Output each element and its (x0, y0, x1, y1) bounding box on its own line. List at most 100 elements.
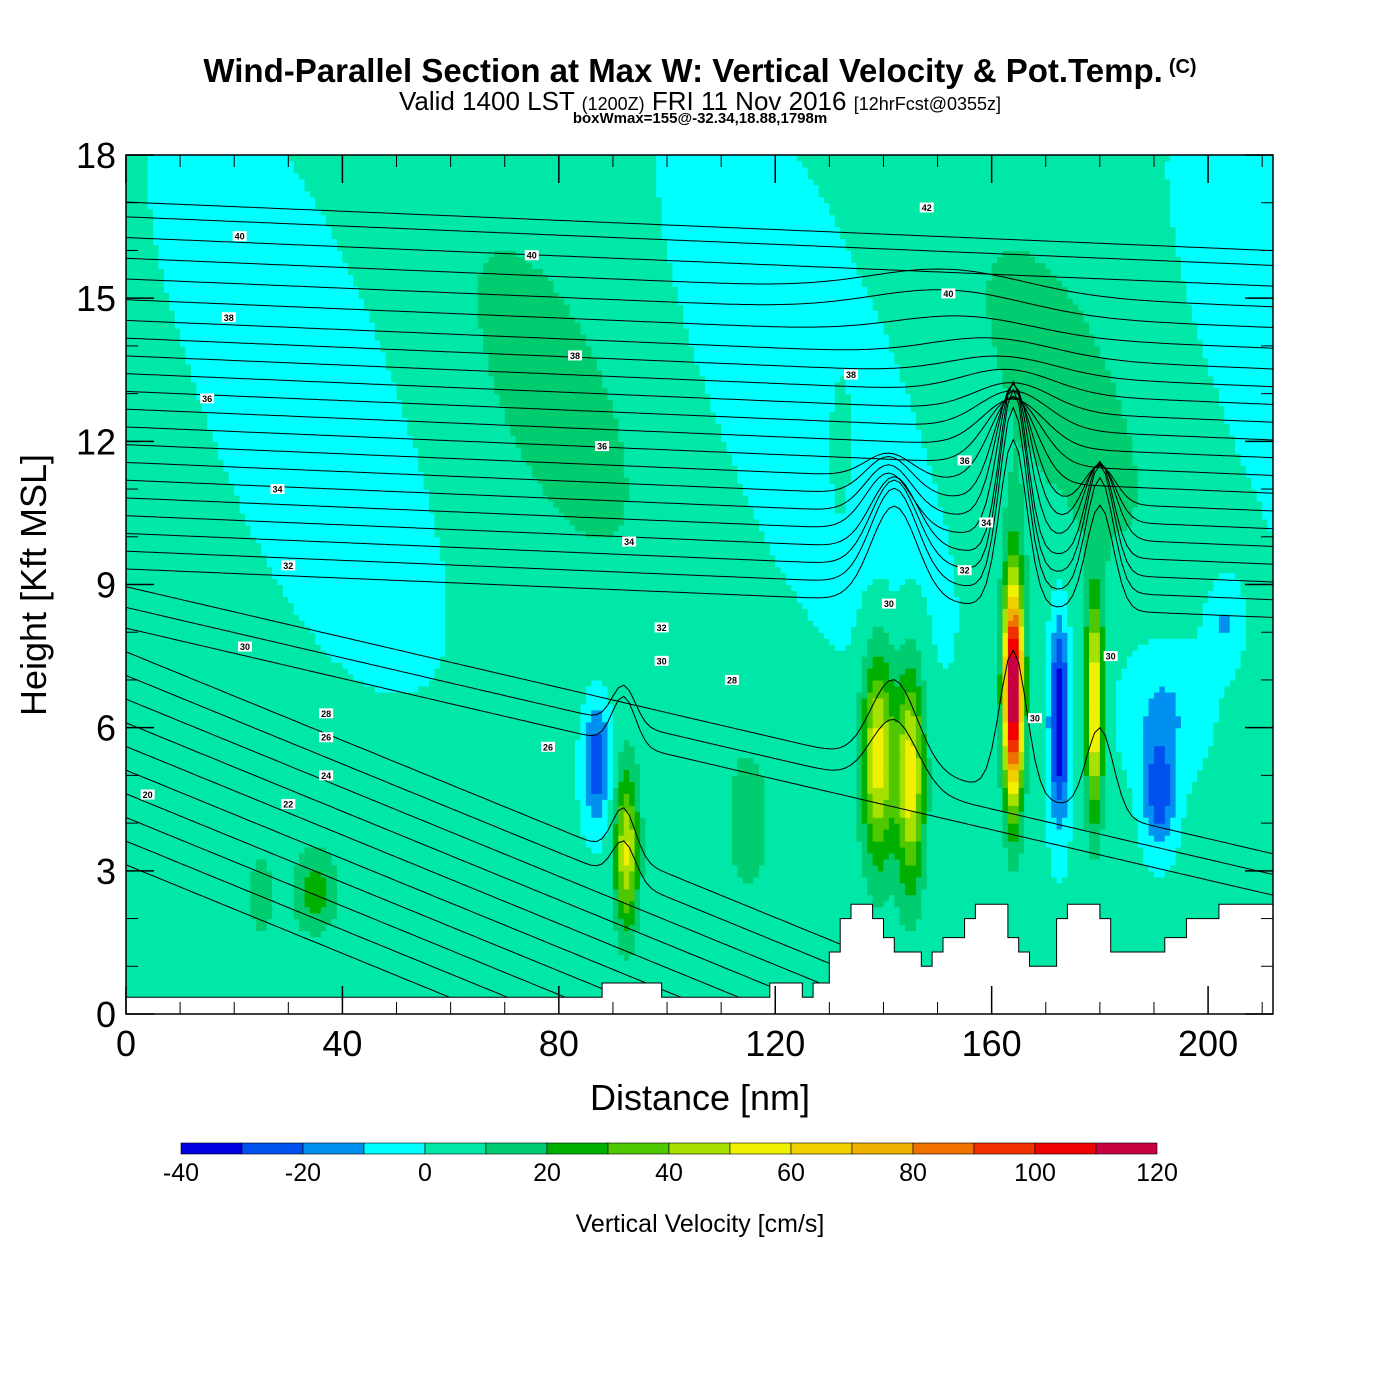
velocity-cell (461, 966, 467, 973)
velocity-cell (716, 978, 722, 985)
velocity-cell (802, 907, 808, 914)
velocity-cell (1122, 936, 1128, 943)
velocity-cell (148, 966, 154, 973)
velocity-cell (180, 930, 186, 937)
velocity-cell (683, 919, 689, 926)
velocity-cell (911, 942, 917, 949)
velocity-cell (240, 930, 246, 937)
velocity-cell (137, 895, 143, 902)
velocity-cell (526, 913, 532, 920)
velocity-cell (386, 960, 392, 967)
velocity-cell (943, 925, 949, 932)
velocity-cell (332, 871, 338, 878)
velocity-cell (802, 942, 808, 949)
velocity-cell (175, 936, 181, 943)
velocity-cell (759, 984, 765, 991)
velocity-cell (424, 948, 430, 955)
velocity-cell (683, 978, 689, 985)
velocity-cell (532, 966, 538, 973)
velocity-cell (802, 877, 808, 884)
velocity-cell (191, 960, 197, 967)
velocity-cell (1040, 948, 1046, 955)
velocity-cell (613, 948, 619, 955)
velocity-cell (1008, 907, 1014, 914)
velocity-cell (164, 960, 170, 967)
velocity-cell (288, 960, 294, 967)
velocity-cell (824, 942, 830, 949)
velocity-cell (402, 877, 408, 884)
velocity-cell (240, 960, 246, 967)
velocity-cell (575, 901, 581, 908)
velocity-cell (315, 901, 321, 908)
velocity-cell (559, 883, 565, 890)
velocity-cell (250, 972, 256, 979)
velocity-cell (169, 954, 175, 961)
velocity-cell (202, 948, 208, 955)
velocity-cell (505, 913, 511, 920)
velocity-cell (364, 877, 370, 884)
velocity-cell (240, 990, 246, 997)
velocity-cell (267, 930, 273, 937)
velocity-cell (126, 895, 132, 902)
velocity-cell (250, 930, 256, 937)
velocity-cell (153, 936, 159, 943)
velocity-cell (1024, 883, 1030, 890)
velocity-cell (267, 942, 273, 949)
velocity-cell (142, 948, 148, 955)
velocity-cell (1165, 889, 1171, 896)
velocity-cell (223, 925, 229, 932)
velocity-cell (1122, 883, 1128, 890)
velocity-cell (175, 901, 181, 908)
velocity-cell (299, 901, 305, 908)
velocity-cell (521, 877, 527, 884)
velocity-cell (537, 907, 543, 914)
velocity-cell (196, 954, 202, 961)
velocity-cell (894, 907, 900, 914)
velocity-cell (662, 948, 668, 955)
velocity-cell (510, 889, 516, 896)
velocity-cell (375, 978, 381, 985)
velocity-cell (326, 907, 332, 914)
velocity-cell (299, 871, 305, 878)
velocity-cell (202, 901, 208, 908)
velocity-cell (764, 942, 770, 949)
velocity-cell (905, 913, 911, 920)
velocity-cell (1230, 895, 1236, 902)
velocity-cell (510, 907, 516, 914)
velocity-cell (483, 907, 489, 914)
velocity-cell (694, 990, 700, 997)
velocity-cell (434, 960, 440, 967)
velocity-cell (629, 871, 635, 878)
velocity-cell (277, 978, 283, 985)
velocity-cell (608, 913, 614, 920)
velocity-cell (829, 942, 835, 949)
velocity-cell (294, 954, 300, 961)
velocity-cell (402, 942, 408, 949)
velocity-cell (250, 907, 256, 914)
velocity-cell (1013, 877, 1019, 884)
velocity-cell (548, 907, 554, 914)
velocity-cell (1122, 877, 1128, 884)
velocity-cell (656, 877, 662, 884)
velocity-cell (494, 877, 500, 884)
velocity-cell (288, 913, 294, 920)
velocity-cell (1176, 877, 1182, 884)
velocity-cell (499, 960, 505, 967)
velocity-cell (678, 984, 684, 991)
velocity-cell (629, 919, 635, 926)
velocity-cell (337, 966, 343, 973)
velocity-cell (472, 966, 478, 973)
velocity-cell (478, 990, 484, 997)
velocity-cell (1046, 936, 1052, 943)
velocity-cell (267, 913, 273, 920)
velocity-cell (553, 948, 559, 955)
velocity-cell (824, 925, 830, 932)
velocity-cell (1040, 877, 1046, 884)
velocity-cell (359, 901, 365, 908)
velocity-cell (391, 954, 397, 961)
velocity-cell (348, 972, 354, 979)
velocity-cell (1062, 883, 1068, 890)
velocity-cell (1067, 895, 1073, 902)
velocity-cell (754, 925, 760, 932)
velocity-cell (905, 942, 911, 949)
